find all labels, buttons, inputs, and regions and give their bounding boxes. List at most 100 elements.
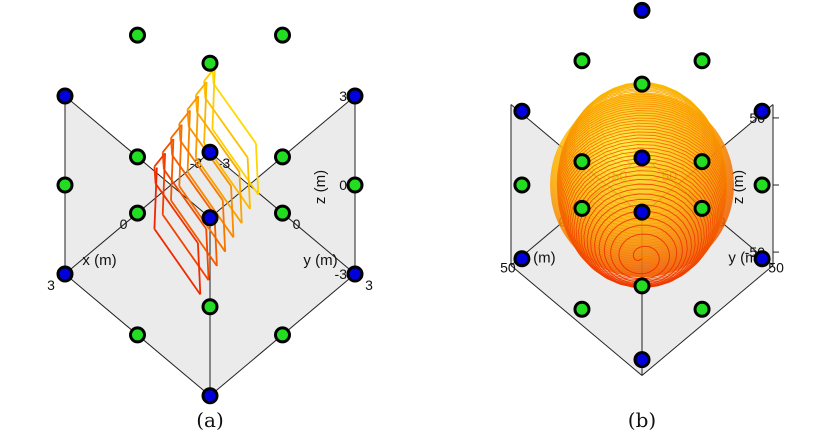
panel-caption: (a) (196, 408, 224, 432)
path-segment (163, 168, 207, 230)
path-segment (598, 210, 649, 275)
edge-marker (753, 176, 771, 194)
edge-marker (129, 326, 146, 344)
path-segment (569, 93, 722, 151)
panel-caption: (b) (628, 408, 656, 432)
path-segment (212, 83, 257, 144)
path-segment (647, 224, 678, 280)
edge-marker (633, 277, 651, 295)
path-segment (588, 141, 718, 215)
path-segment (186, 110, 191, 172)
path-segment (655, 118, 728, 252)
path-segment (194, 96, 200, 158)
path-segment (178, 124, 183, 187)
path-segment (583, 188, 652, 274)
path-segment (557, 159, 681, 264)
corner-marker (201, 209, 219, 227)
z-tick-label: 3 (339, 88, 347, 104)
path-segment (620, 233, 670, 252)
path-segment (590, 198, 651, 275)
edge-marker (129, 148, 146, 166)
path-segment (195, 157, 243, 224)
path-segment (599, 204, 692, 239)
path-segment (196, 111, 241, 173)
edge-marker (129, 26, 146, 44)
path-segment (238, 171, 243, 224)
corner-marker (633, 149, 651, 167)
z-tick-label: 0 (339, 177, 347, 193)
path-segment (178, 109, 191, 125)
path-segment (170, 199, 218, 267)
edge-marker (346, 176, 364, 194)
path-segment (161, 214, 210, 281)
panel-b: -50050-50050-50050x (m)y (m)z (m)(b) (500, 1, 784, 432)
path-segment (563, 147, 655, 262)
path-segment (605, 120, 695, 170)
edge-marker (693, 300, 711, 318)
path-segment (221, 200, 227, 252)
path-segment (568, 97, 724, 156)
box-edge (641, 265, 774, 376)
path-segment (573, 87, 718, 142)
path-segment (644, 245, 660, 272)
path-segment (154, 183, 199, 244)
path-segment (186, 171, 235, 238)
path-segment (566, 120, 727, 180)
path-segment (556, 154, 681, 260)
path-segment (600, 232, 699, 288)
path-segment (246, 157, 251, 209)
path-segment (611, 244, 683, 285)
edge-marker (201, 298, 219, 316)
path-segment (556, 107, 656, 231)
path-segment (255, 143, 260, 195)
corner-marker (753, 102, 771, 120)
y-tick-label: 3 (365, 277, 373, 293)
edge-marker (573, 300, 591, 318)
path-segment (153, 228, 202, 295)
path-segment (179, 140, 224, 201)
path-segment (648, 210, 688, 282)
corner-marker (633, 203, 651, 221)
path-segment (186, 95, 199, 111)
path-segment (560, 175, 679, 276)
path-segment (573, 151, 719, 206)
path-segment (153, 167, 158, 229)
y-axis-label: y (m) (728, 249, 762, 266)
path-segment (566, 105, 726, 166)
edge-marker (693, 199, 711, 217)
path-segment (153, 152, 166, 168)
x-tick-label: 0 (120, 216, 128, 232)
path-segment (203, 81, 208, 144)
x-tick-label: 3 (47, 277, 55, 293)
path-segment (195, 81, 208, 96)
path-segment (571, 144, 722, 201)
edge-marker (693, 52, 711, 70)
corner-marker (56, 265, 74, 283)
edge-marker (513, 176, 531, 194)
corner-marker (513, 250, 531, 268)
edge-marker (274, 26, 291, 44)
path-segment (567, 101, 725, 161)
edge-marker (56, 176, 74, 194)
path-segment (651, 188, 702, 283)
path-segment (558, 99, 656, 221)
path-segment (585, 150, 723, 229)
path-segment (655, 113, 728, 247)
corner-marker (201, 387, 219, 405)
edge-marker (693, 153, 711, 171)
z-axis-label: z (m) (312, 170, 329, 204)
path-segment (557, 103, 656, 226)
edge-marker (573, 199, 591, 217)
y-tick-label: 50 (768, 259, 784, 275)
path-segment (161, 153, 167, 215)
corner-marker (56, 87, 74, 105)
path-segment (582, 174, 709, 222)
path-segment (171, 154, 216, 216)
z-axis-label: z (m) (730, 170, 747, 204)
x-axis-label: x (m) (82, 252, 116, 269)
path-segment (571, 90, 720, 147)
path-segment (170, 138, 175, 201)
path-segment (605, 238, 692, 288)
path-segment (569, 137, 723, 196)
